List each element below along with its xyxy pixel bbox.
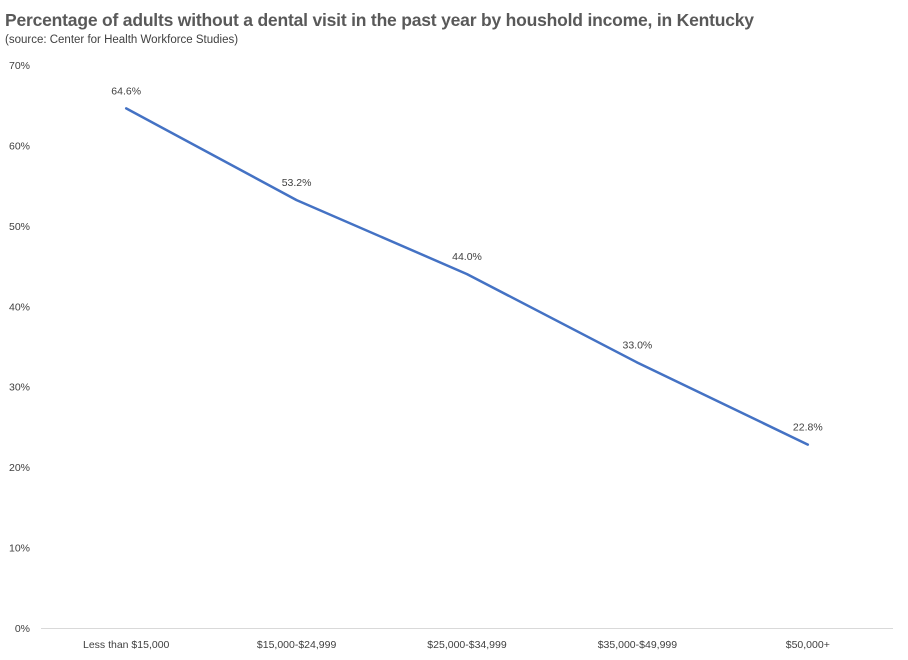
- y-tick-label: 40%: [9, 301, 30, 313]
- y-tick-label: 60%: [9, 140, 30, 152]
- x-tick-label: $15,000-$24,999: [257, 639, 337, 651]
- x-tick-label: $50,000+: [786, 639, 830, 651]
- chart-subtitle: (source: Center for Health Workforce Stu…: [5, 34, 239, 46]
- y-tick-label: 20%: [9, 462, 30, 474]
- y-tick-label: 70%: [9, 60, 30, 72]
- y-tick-label: 0%: [15, 623, 30, 635]
- data-label: 22.8%: [793, 422, 823, 434]
- y-tick-label: 30%: [9, 382, 30, 394]
- x-axis-labels: Less than $15,000 $15,000-$24,999 $25,000-…: [83, 639, 830, 651]
- data-labels: 64.6% 53.2% 44.0% 33.0% 22.8%: [111, 85, 822, 433]
- data-label: 44.0%: [452, 251, 482, 263]
- x-tick-label: $35,000-$49,999: [598, 639, 678, 651]
- data-label: 64.6%: [111, 85, 141, 97]
- series-line: [124, 107, 810, 446]
- y-tick-label: 10%: [9, 543, 30, 555]
- y-tick-label: 50%: [9, 221, 30, 233]
- data-label: 53.2%: [282, 177, 312, 189]
- data-label: 33.0%: [623, 340, 653, 352]
- chart-title: Percentage of adults without a dental vi…: [5, 10, 754, 30]
- y-axis-labels: 0% 10% 20% 30% 40% 50% 60% 70%: [9, 60, 30, 635]
- x-tick-label: Less than $15,000: [83, 639, 170, 651]
- x-tick-label: $25,000-$34,999: [427, 639, 507, 651]
